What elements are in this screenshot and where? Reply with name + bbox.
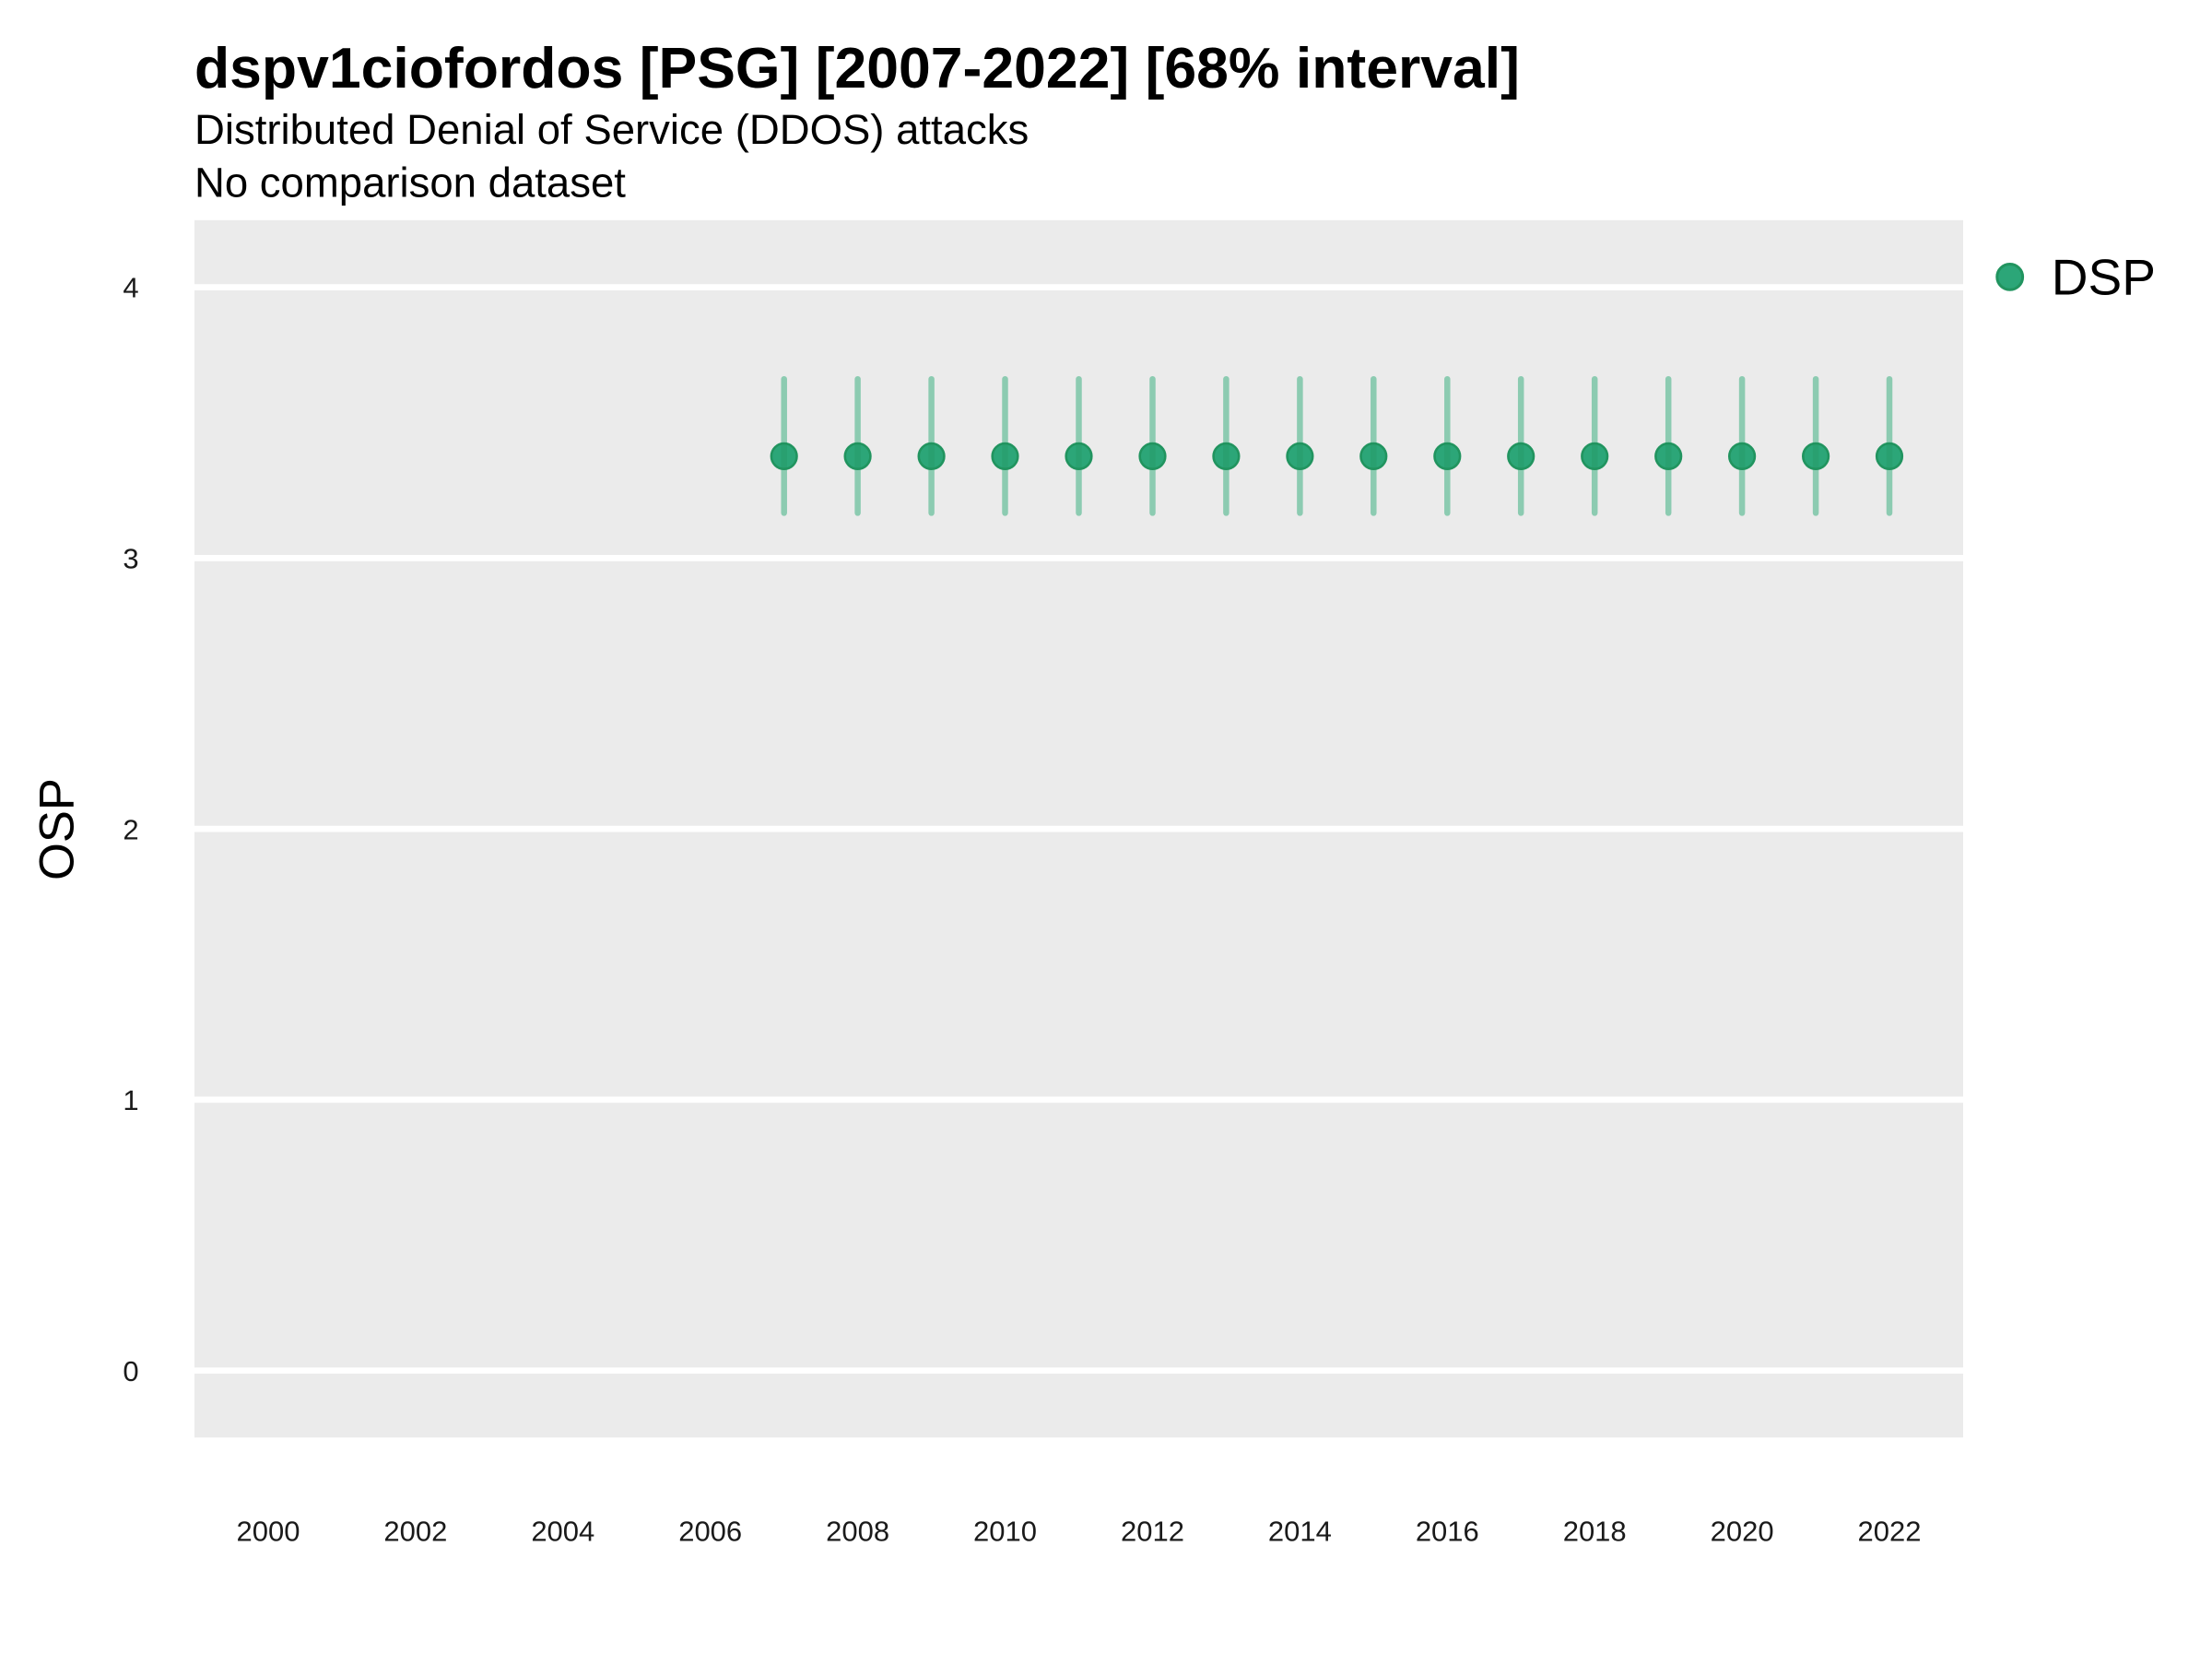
svg-text:No comparison dataset: No comparison dataset <box>194 159 626 207</box>
svg-text:2012: 2012 <box>1121 1516 1184 1548</box>
svg-text:2014: 2014 <box>1268 1516 1332 1548</box>
svg-text:2008: 2008 <box>826 1516 889 1548</box>
svg-text:2010: 2010 <box>973 1516 1037 1548</box>
svg-text:Distributed Denial of Service: Distributed Denial of Service (DDOS) att… <box>194 106 1029 153</box>
svg-text:2006: 2006 <box>678 1516 742 1548</box>
svg-text:3: 3 <box>123 543 138 575</box>
svg-text:2016: 2016 <box>1416 1516 1479 1548</box>
svg-text:2: 2 <box>123 813 138 845</box>
svg-text:2004: 2004 <box>531 1516 594 1548</box>
svg-text:2022: 2022 <box>1858 1516 1922 1548</box>
svg-text:1: 1 <box>123 1084 138 1116</box>
svg-text:0: 0 <box>123 1355 138 1387</box>
svg-text:2000: 2000 <box>237 1516 300 1548</box>
svg-text:2020: 2020 <box>1711 1516 1774 1548</box>
svg-text:4: 4 <box>123 272 138 304</box>
svg-text:2018: 2018 <box>1563 1516 1627 1548</box>
svg-text:dspv1ciofordos [PSG] [2007-202: dspv1ciofordos [PSG] [2007-2022] [68% in… <box>194 36 1520 100</box>
svg-text:2002: 2002 <box>383 1516 447 1548</box>
svg-text:DSP: DSP <box>2052 249 2156 306</box>
svg-text:OSP: OSP <box>29 778 84 880</box>
